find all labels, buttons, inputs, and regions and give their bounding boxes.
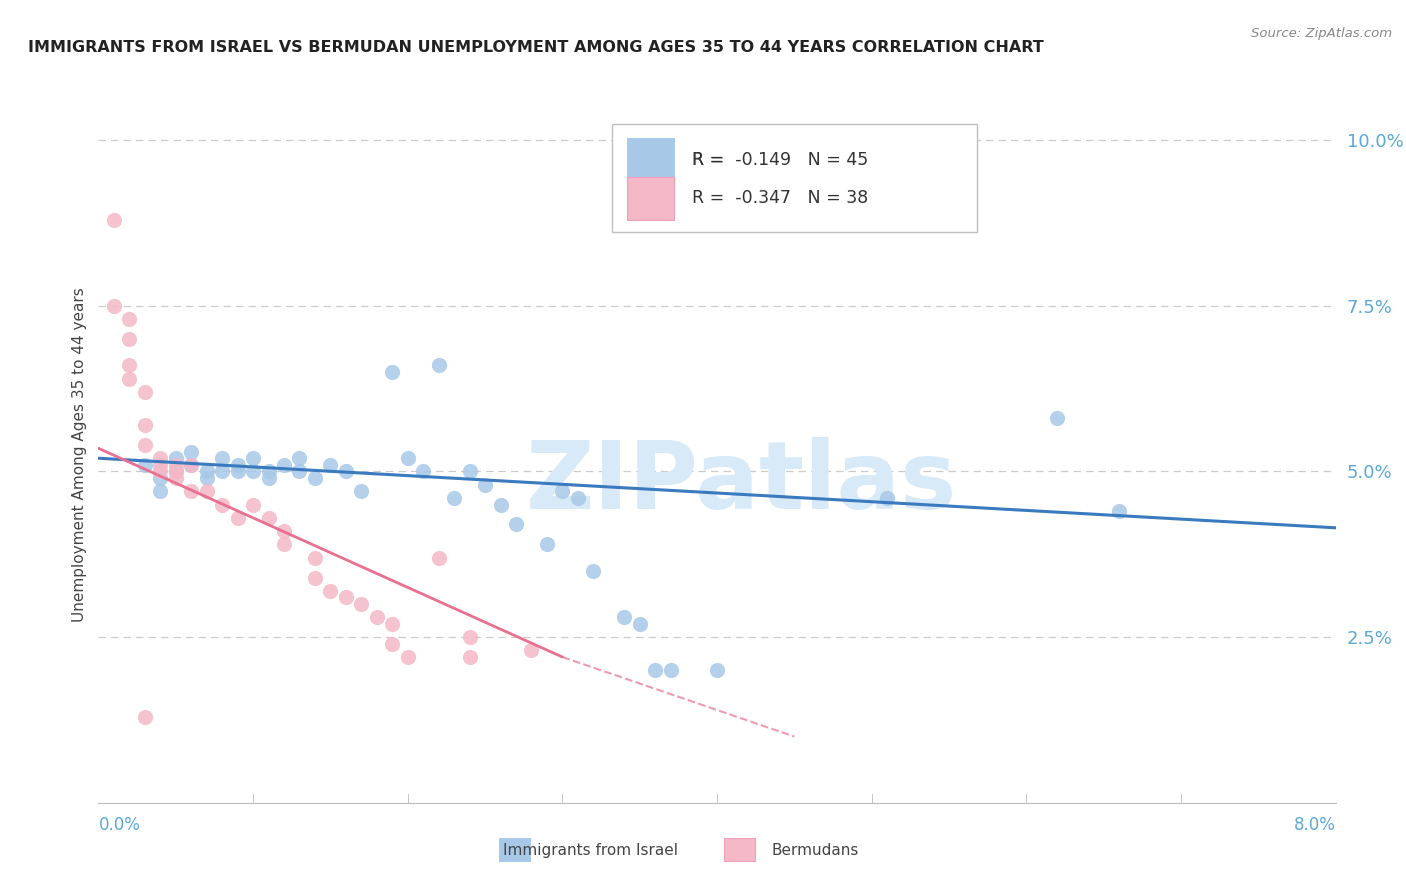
Point [412,465,434,479]
Point [273,458,295,472]
Text: 0.0%: 0.0% [98,816,141,834]
Point [319,583,342,598]
Point [706,663,728,677]
Point [165,451,187,466]
Point [118,372,141,386]
Point [134,418,156,433]
Point [335,465,357,479]
Point [180,458,202,472]
Point [149,458,172,472]
Point [226,511,249,525]
Point [257,471,280,485]
Point [876,491,898,505]
Point [1046,411,1069,425]
Y-axis label: Unemployment Among Ages 35 to 44 years: Unemployment Among Ages 35 to 44 years [72,287,87,623]
Text: Source: ZipAtlas.com: Source: ZipAtlas.com [1251,27,1392,40]
FancyBboxPatch shape [627,138,673,181]
Point [165,458,187,472]
Point [458,630,481,644]
Point [195,465,218,479]
Point [427,550,450,565]
Point [195,471,218,485]
Point [211,465,233,479]
Text: R =  -0.347   N = 38: R = -0.347 N = 38 [692,189,869,207]
Point [180,484,202,499]
Point [149,484,172,499]
Point [489,498,512,512]
Text: IMMIGRANTS FROM ISRAEL VS BERMUDAN UNEMPLOYMENT AMONG AGES 35 TO 44 YEARS CORREL: IMMIGRANTS FROM ISRAEL VS BERMUDAN UNEMP… [28,40,1043,55]
Point [103,299,125,313]
Point [242,498,264,512]
Point [304,471,326,485]
Point [103,212,125,227]
Point [288,451,311,466]
Text: R =  -0.149   N = 45: R = -0.149 N = 45 [692,151,869,169]
Point [242,451,264,466]
Point [226,465,249,479]
Point [628,616,651,631]
Point [350,484,373,499]
Point [273,537,295,551]
Point [659,663,682,677]
Point [149,451,172,466]
Point [396,650,419,665]
Point [211,451,233,466]
Point [443,491,465,505]
Point [165,471,187,485]
Point [366,610,388,624]
Point [505,517,527,532]
FancyBboxPatch shape [627,177,673,219]
Point [165,465,187,479]
Point [381,637,404,651]
FancyBboxPatch shape [612,124,977,232]
Point [149,471,172,485]
Point [381,365,404,379]
Point [304,570,326,584]
Point [180,444,202,458]
Point [273,524,295,538]
Point [118,359,141,373]
Point [381,616,404,631]
Point [644,663,666,677]
Text: Immigrants from Israel: Immigrants from Israel [503,843,678,858]
Point [458,650,481,665]
Point [134,438,156,452]
Point [257,465,280,479]
Point [118,332,141,346]
Point [226,458,249,472]
Point [242,465,264,479]
Point [304,550,326,565]
Point [520,643,543,657]
Point [396,451,419,466]
Point [288,465,311,479]
Point [613,610,636,624]
Point [536,537,558,551]
Point [118,312,141,326]
Point [149,465,172,479]
Point [134,709,156,723]
Point [134,458,156,472]
Point [195,484,218,499]
Point [335,591,357,605]
Point [1108,504,1130,518]
Point [211,498,233,512]
Point [319,458,342,472]
Point [257,511,280,525]
Text: ZIPatlas: ZIPatlas [526,437,957,529]
Point [582,564,605,578]
Point [474,477,496,491]
Point [134,384,156,399]
Point [180,458,202,472]
Point [458,465,481,479]
Text: R =: R = [692,151,730,169]
Text: Bermudans: Bermudans [772,843,859,858]
Point [350,597,373,611]
Point [567,491,589,505]
Point [551,484,574,499]
Text: 8.0%: 8.0% [1294,816,1336,834]
Point [165,465,187,479]
Point [427,359,450,373]
